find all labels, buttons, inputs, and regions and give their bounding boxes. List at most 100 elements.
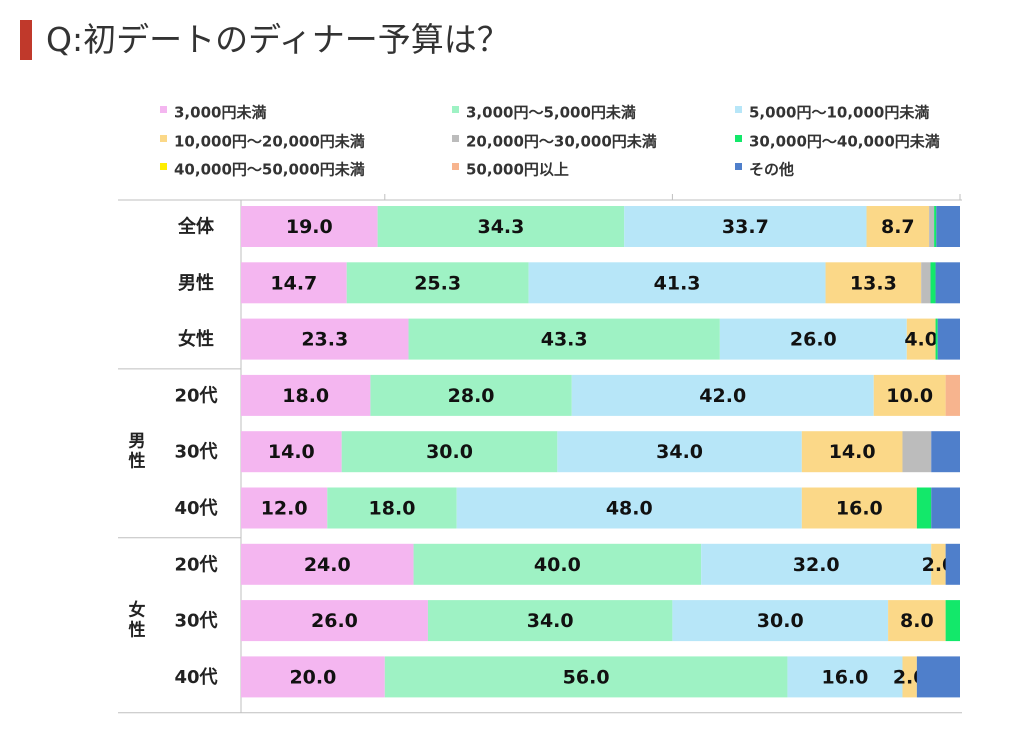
category-label: 男性 xyxy=(178,272,214,294)
bar-segment xyxy=(370,374,572,416)
bar-segment xyxy=(873,374,946,416)
bar-segment xyxy=(413,543,702,585)
bar-data-label: 43.3 xyxy=(541,329,588,351)
bar-segment xyxy=(945,600,960,642)
bar-segment xyxy=(377,206,625,247)
bar-data-label: 30.0 xyxy=(757,610,804,632)
bar-data-label: 34.0 xyxy=(656,441,703,463)
category-label: 女性 xyxy=(178,328,214,350)
bar-data-label: 18.0 xyxy=(369,498,416,520)
bar-segment xyxy=(241,318,409,360)
bar-data-label: 26.0 xyxy=(311,610,358,632)
bar-segment xyxy=(571,374,874,416)
chart-legend: 3,000円未満 3,000円～5,000円未満 5,000円～10,000円未満 1… xyxy=(160,104,940,179)
bar-segment xyxy=(341,431,558,473)
legend-label: 30,000円～40,000円未満 xyxy=(749,133,940,151)
bar-segment xyxy=(787,656,903,698)
bar-segment xyxy=(936,206,960,247)
bar-segment xyxy=(801,431,903,473)
bar-segment xyxy=(934,206,937,247)
bar-segment xyxy=(719,318,907,360)
bar-data-label: 26.0 xyxy=(790,329,837,351)
bar-segment xyxy=(672,600,889,642)
bar-segment xyxy=(528,262,826,304)
bar-segment xyxy=(935,262,960,304)
legend-swatch xyxy=(160,163,167,170)
category-label: 30代 xyxy=(174,611,217,632)
bar-data-label: 16.0 xyxy=(836,498,883,520)
legend-label: 3,000円未満 xyxy=(174,104,266,122)
bar-segment xyxy=(916,656,960,698)
bar-data-label: 41.3 xyxy=(654,272,701,294)
bar-segment xyxy=(624,206,867,247)
chart-bars: 19.0 34.3 33.7 8.7 14.7 25.3 41.3 13.3 23.3 43.3 2… xyxy=(241,206,960,698)
bar-data-label: 18.0 xyxy=(282,385,329,407)
legend-swatch xyxy=(160,106,167,113)
bar-segment xyxy=(866,206,930,247)
bar-segment xyxy=(241,374,371,416)
bar-data-label: 34.0 xyxy=(527,610,574,632)
bar-data-label: 30.0 xyxy=(426,441,473,463)
bar-segment xyxy=(931,431,960,473)
category-label: 40代 xyxy=(174,667,217,688)
bar-segment xyxy=(701,543,932,585)
legend-label: 3,000円～5,000円未満 xyxy=(466,104,636,122)
bar-segment xyxy=(945,543,960,585)
bar-data-label: 48.0 xyxy=(606,498,653,520)
bar-data-label: 34.3 xyxy=(477,216,524,238)
legend-label: 40,000円～50,000円未満 xyxy=(174,161,365,179)
bar-segment xyxy=(929,206,935,247)
bar-data-label: 33.7 xyxy=(722,216,769,238)
bar-segment xyxy=(241,206,378,247)
bar-segment xyxy=(945,374,960,416)
legend-label: 20,000円～30,000円未満 xyxy=(466,133,657,151)
legend-label: 5,000円～10,000円未満 xyxy=(749,104,929,122)
bar-data-label: 24.0 xyxy=(304,554,351,576)
bar-data-label: 32.0 xyxy=(793,554,840,576)
bar-data-label: 28.0 xyxy=(448,385,495,407)
bar-segment xyxy=(384,656,788,698)
bar-segment xyxy=(888,600,946,642)
group-label: 女性 xyxy=(129,600,146,641)
bar-segment xyxy=(931,487,960,529)
bar-data-label: 4.0 xyxy=(904,329,938,351)
bar-data-label: 40.0 xyxy=(534,554,581,576)
bar-data-label: 20.0 xyxy=(289,666,336,688)
bar-data-label: 16.0 xyxy=(822,666,869,688)
legend-swatch xyxy=(160,135,167,142)
bar-segment xyxy=(557,431,802,473)
bar-segment xyxy=(902,431,932,473)
legend-label: 10,000円～20,000円未満 xyxy=(174,133,365,151)
bar-segment xyxy=(456,487,802,529)
bar-segment xyxy=(916,487,932,529)
bar-segment xyxy=(931,543,946,585)
legend-swatch xyxy=(735,163,742,170)
legend-swatch xyxy=(735,135,742,142)
legend-swatch xyxy=(452,135,459,142)
bar-segment xyxy=(327,487,457,529)
bar-segment xyxy=(801,487,917,529)
category-label: 20代 xyxy=(174,554,217,575)
bar-segment xyxy=(241,431,342,473)
page-title: Q:初デートのディナー予算は？ xyxy=(46,20,510,59)
bar-segment xyxy=(825,262,922,304)
legend-label: その他 xyxy=(749,161,794,179)
category-label: 全体 xyxy=(177,216,215,238)
bar-segment xyxy=(241,600,428,642)
group-label: 男性 xyxy=(129,432,146,472)
bar-data-label: 42.0 xyxy=(699,385,746,407)
bar-data-label: 23.3 xyxy=(301,329,348,351)
bar-segment xyxy=(930,262,936,304)
bar-segment xyxy=(906,318,936,360)
category-label: 30代 xyxy=(174,442,217,463)
bar-data-label: 13.3 xyxy=(850,272,897,294)
legend-swatch xyxy=(452,163,459,170)
bar-segment xyxy=(935,318,938,360)
title-accent-bar xyxy=(20,20,32,60)
category-label: 20代 xyxy=(174,385,217,406)
bar-segment xyxy=(921,262,931,304)
bar-data-label: 14.0 xyxy=(268,441,315,463)
bar-segment xyxy=(427,600,673,642)
legend-swatch xyxy=(735,106,742,113)
